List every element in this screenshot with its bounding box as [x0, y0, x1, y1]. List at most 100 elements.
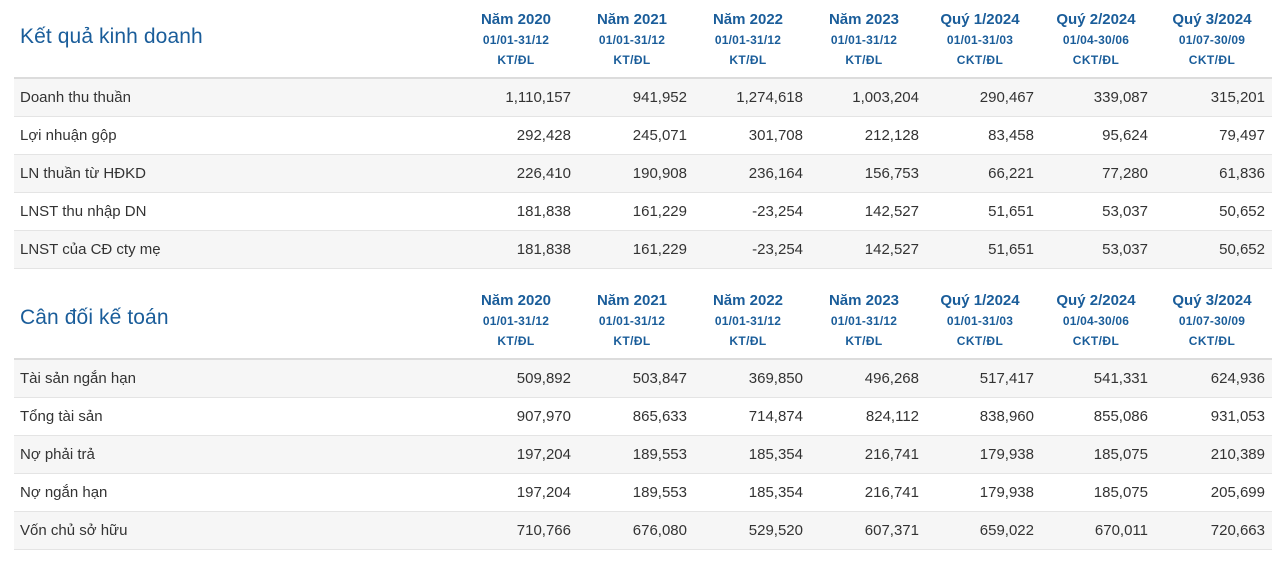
- column-period: Quý 1/2024: [940, 11, 1020, 28]
- table-cell: 83,458: [988, 127, 1034, 144]
- table-cell: 855,086: [1093, 408, 1148, 425]
- table-cell: 714,874: [748, 408, 803, 425]
- column-period: Quý 3/2024: [1172, 11, 1252, 28]
- table-cell: 190,908: [632, 165, 687, 182]
- column-period: Quý 3/2024: [1172, 292, 1252, 309]
- table-cell: 50,652: [1219, 241, 1265, 258]
- table-cell: 509,892: [516, 370, 571, 387]
- column-range: 01/01-31/12: [830, 314, 898, 328]
- table-cell: 369,850: [748, 370, 803, 387]
- table-cell: 156,753: [864, 165, 919, 182]
- row-label: LNST thu nhập DN: [20, 203, 147, 220]
- table-cell: 210,389: [1210, 446, 1265, 463]
- column-audit: CKT/ĐL: [1072, 53, 1120, 67]
- column-range: 01/01-31/12: [714, 314, 782, 328]
- table-cell: 161,229: [632, 241, 687, 258]
- table-cell: 77,280: [1102, 165, 1148, 182]
- table-cell: 710,766: [516, 522, 571, 539]
- table-cell: 142,527: [864, 203, 919, 220]
- column-period: Năm 2022: [712, 292, 784, 309]
- table-cell: 189,553: [632, 446, 687, 463]
- table-cell: 79,497: [1219, 127, 1265, 144]
- column-period: Năm 2021: [596, 11, 668, 28]
- column-period: Năm 2020: [480, 11, 552, 28]
- table-cell: 95,624: [1102, 127, 1148, 144]
- table-cell: 290,467: [979, 89, 1034, 106]
- table-row-gross-profit: Lợi nhuận gộp 292,428 245,071 301,708 21…: [14, 117, 1272, 155]
- row-label: Tài sản ngắn hạn: [20, 370, 136, 387]
- column-range: 01/01-31/12: [482, 314, 550, 328]
- column-period: Năm 2021: [596, 292, 668, 309]
- balance-section-title: Cân đối kế toán: [20, 306, 169, 329]
- income-header: Kết quả kinh doanh Năm 2020 01/01-31/12 …: [14, 0, 1272, 79]
- table-cell: 181,838: [516, 203, 571, 220]
- column-header-q2-2024: Quý 2/2024 01/04-30/06 CKT/ĐL: [1038, 10, 1154, 70]
- table-cell: 315,201: [1210, 89, 1265, 106]
- table-cell: 931,053: [1210, 408, 1265, 425]
- table-row-equity: Vốn chủ sở hữu 710,766 676,080 529,520 6…: [14, 512, 1272, 550]
- row-label: LN thuần từ HĐKD: [20, 165, 146, 182]
- table-cell: 607,371: [864, 522, 919, 539]
- column-period: Quý 2/2024: [1056, 292, 1136, 309]
- table-cell: 197,204: [516, 484, 571, 501]
- column-period: Quý 1/2024: [940, 292, 1020, 309]
- table-cell: -23,254: [752, 203, 803, 220]
- income-statement-section: Kết quả kinh doanh Năm 2020 01/01-31/12 …: [14, 0, 1272, 269]
- column-range: 01/01-31/12: [598, 314, 666, 328]
- table-cell: -23,254: [752, 241, 803, 258]
- balance-header: Cân đối kế toán Năm 2020 01/01-31/12 KT/…: [14, 281, 1272, 360]
- column-period: Năm 2020: [480, 292, 552, 309]
- table-row-liabilities: Nợ phải trả 197,204 189,553 185,354 216,…: [14, 436, 1272, 474]
- column-range: 01/04-30/06: [1062, 314, 1130, 328]
- column-audit: KT/ĐL: [729, 53, 767, 67]
- table-cell: 189,553: [632, 484, 687, 501]
- column-range: 01/07-30/09: [1178, 314, 1246, 328]
- table-row-short-term-liabilities: Nợ ngắn hạn 197,204 189,553 185,354 216,…: [14, 474, 1272, 512]
- table-row-total-assets: Tổng tài sản 907,970 865,633 714,874 824…: [14, 398, 1272, 436]
- column-audit: KT/ĐL: [845, 334, 883, 348]
- column-header-2020: Năm 2020 01/01-31/12 KT/ĐL: [458, 291, 574, 351]
- table-cell: 541,331: [1093, 370, 1148, 387]
- table-cell: 941,952: [632, 89, 687, 106]
- column-header-2023: Năm 2023 01/01-31/12 KT/ĐL: [806, 10, 922, 70]
- table-cell: 236,164: [748, 165, 803, 182]
- table-row-current-assets: Tài sản ngắn hạn 509,892 503,847 369,850…: [14, 360, 1272, 398]
- table-cell: 66,221: [988, 165, 1034, 182]
- column-range: 01/01-31/12: [482, 33, 550, 47]
- table-row-parent-net-income: LNST của CĐ cty mẹ 181,838 161,229 -23,2…: [14, 231, 1272, 269]
- table-cell: 659,022: [979, 522, 1034, 539]
- row-label: Nợ ngắn hạn: [20, 484, 108, 501]
- column-period: Năm 2023: [828, 292, 900, 309]
- table-cell: 51,651: [988, 203, 1034, 220]
- table-row-operating-profit: LN thuần từ HĐKD 226,410 190,908 236,164…: [14, 155, 1272, 193]
- table-cell: 245,071: [632, 127, 687, 144]
- column-header-q1-2024: Quý 1/2024 01/01-31/03 CKT/ĐL: [922, 291, 1038, 351]
- table-cell: 179,938: [979, 484, 1034, 501]
- table-cell: 1,110,157: [505, 89, 571, 106]
- row-label: Vốn chủ sở hữu: [20, 522, 128, 539]
- table-cell: 205,699: [1210, 484, 1265, 501]
- table-cell: 1,003,204: [852, 89, 919, 106]
- income-section-title: Kết quả kinh doanh: [20, 25, 203, 48]
- balance-sheet-section: Cân đối kế toán Năm 2020 01/01-31/12 KT/…: [14, 281, 1272, 550]
- column-audit: KT/ĐL: [497, 334, 535, 348]
- column-header-q3-2024: Quý 3/2024 01/07-30/09 CKT/ĐL: [1154, 10, 1270, 70]
- column-audit: CKT/ĐL: [1072, 334, 1120, 348]
- table-cell: 212,128: [864, 127, 919, 144]
- table-cell: 216,741: [864, 446, 919, 463]
- table-cell: 496,268: [864, 370, 919, 387]
- column-audit: CKT/ĐL: [1188, 53, 1236, 67]
- column-audit: KT/ĐL: [729, 334, 767, 348]
- column-range: 01/01-31/12: [598, 33, 666, 47]
- table-row-revenue: Doanh thu thuần 1,110,157 941,952 1,274,…: [14, 79, 1272, 117]
- table-cell: 824,112: [865, 408, 919, 425]
- column-audit: KT/ĐL: [497, 53, 535, 67]
- table-cell: 1,274,618: [736, 89, 803, 106]
- table-cell: 216,741: [864, 484, 919, 501]
- row-label: Nợ phải trả: [20, 446, 95, 463]
- column-audit: CKT/ĐL: [1188, 334, 1236, 348]
- column-header-q1-2024: Quý 1/2024 01/01-31/03 CKT/ĐL: [922, 10, 1038, 70]
- table-cell: 181,838: [516, 241, 571, 258]
- column-audit: CKT/ĐL: [956, 53, 1004, 67]
- column-range: 01/01-31/12: [714, 33, 782, 47]
